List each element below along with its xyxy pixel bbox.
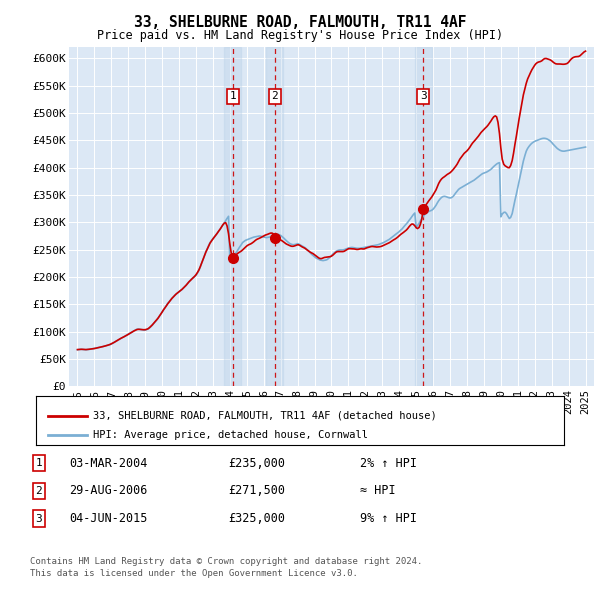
Text: 29-AUG-2006: 29-AUG-2006: [69, 484, 148, 497]
Bar: [224, 47, 241, 386]
Text: 1: 1: [229, 91, 236, 101]
Text: 1: 1: [35, 458, 43, 468]
Text: 3: 3: [420, 91, 427, 101]
Bar: [415, 47, 432, 386]
Text: £325,000: £325,000: [228, 512, 285, 525]
Text: 33, SHELBURNE ROAD, FALMOUTH, TR11 4AF (detached house): 33, SHELBURNE ROAD, FALMOUTH, TR11 4AF (…: [93, 411, 437, 421]
Text: HPI: Average price, detached house, Cornwall: HPI: Average price, detached house, Corn…: [93, 430, 368, 440]
Text: Contains HM Land Registry data © Crown copyright and database right 2024.: Contains HM Land Registry data © Crown c…: [30, 557, 422, 566]
Text: 2% ↑ HPI: 2% ↑ HPI: [360, 457, 417, 470]
Text: ≈ HPI: ≈ HPI: [360, 484, 395, 497]
Text: 2: 2: [35, 486, 43, 496]
Text: £271,500: £271,500: [228, 484, 285, 497]
Text: 03-MAR-2004: 03-MAR-2004: [69, 457, 148, 470]
Bar: [266, 47, 283, 386]
Text: This data is licensed under the Open Government Licence v3.0.: This data is licensed under the Open Gov…: [30, 569, 358, 578]
Text: 3: 3: [35, 514, 43, 523]
Text: 2: 2: [272, 91, 278, 101]
Text: 04-JUN-2015: 04-JUN-2015: [69, 512, 148, 525]
Text: £235,000: £235,000: [228, 457, 285, 470]
Text: 9% ↑ HPI: 9% ↑ HPI: [360, 512, 417, 525]
Text: 33, SHELBURNE ROAD, FALMOUTH, TR11 4AF: 33, SHELBURNE ROAD, FALMOUTH, TR11 4AF: [134, 15, 466, 30]
Text: Price paid vs. HM Land Registry's House Price Index (HPI): Price paid vs. HM Land Registry's House …: [97, 29, 503, 42]
